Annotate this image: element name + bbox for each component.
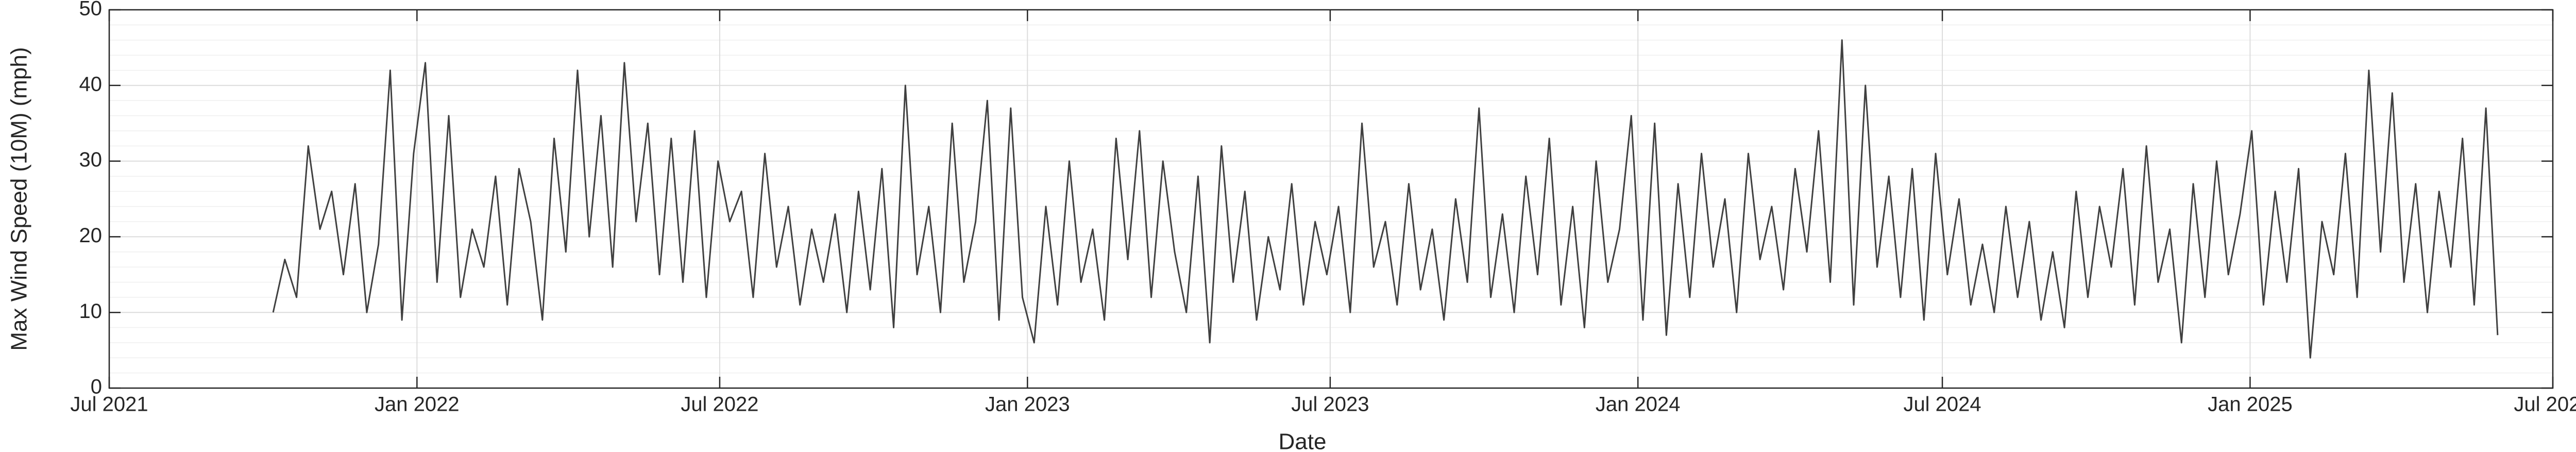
y-axis-label: Max Wind Speed (10M) (mph) xyxy=(7,47,32,350)
y-tick-label: 50 xyxy=(79,0,103,20)
y-tick-label: 10 xyxy=(79,300,103,323)
y-tick-label: 20 xyxy=(79,224,103,247)
data-line xyxy=(272,39,2499,359)
x-tick-label: Jul 2023 xyxy=(1291,393,1369,416)
x-tick-label: Jul 2022 xyxy=(681,393,758,416)
x-tick-label: Jul 2021 xyxy=(70,393,148,416)
x-tick-label: Jul 2024 xyxy=(1903,393,1981,416)
y-tick-label: 40 xyxy=(79,73,103,95)
y-tick-label: 0 xyxy=(91,376,102,398)
y-tick-label: 30 xyxy=(79,148,103,171)
x-tick-label: Jan 2024 xyxy=(1596,393,1681,416)
x-tick-label: Jul 2025 xyxy=(2514,393,2576,416)
x-axis-label: Date xyxy=(1279,429,1327,452)
x-tick-label: Jan 2022 xyxy=(375,393,460,416)
x-tick-label: Jan 2025 xyxy=(2208,393,2293,416)
plot-frame xyxy=(108,9,2554,389)
x-tick-label: Jan 2023 xyxy=(985,393,1070,416)
